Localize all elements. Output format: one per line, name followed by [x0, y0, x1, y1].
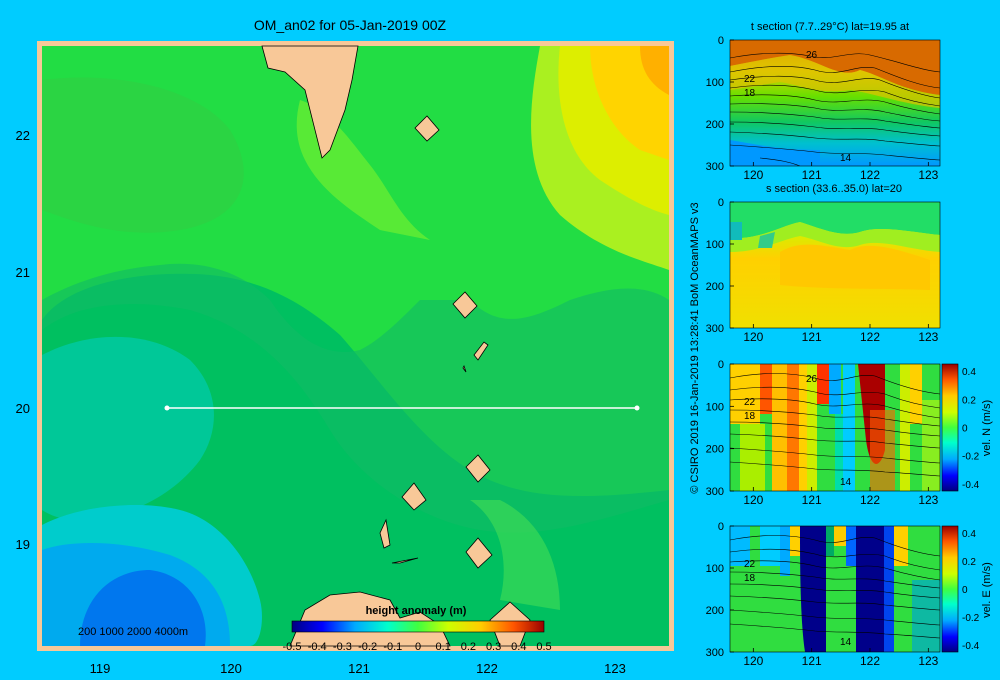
colorbar-tick-label: 0.5: [536, 641, 551, 653]
lon-tick-label: 123: [918, 493, 938, 507]
velocity-tick-label: 0.4: [962, 367, 976, 378]
lon-tick-label: 123: [918, 330, 938, 344]
lon-tick-label: 122: [860, 493, 880, 507]
vel-n-panel: 26 22 18 14: [729, 363, 941, 492]
lon-tick-label: 120: [743, 330, 763, 344]
contour-label: 22: [744, 74, 756, 85]
contour-label: 26: [806, 374, 818, 385]
depth-legend: 200 1000 2000 4000m: [78, 626, 188, 638]
depth-tick-label: 100: [706, 563, 724, 575]
lon-tick-label: 121: [802, 654, 822, 668]
contour-label: 14: [840, 637, 852, 648]
colorbar-tick-label: -0.2: [358, 641, 377, 653]
map-ytick: 19: [16, 537, 30, 552]
depth-tick-label: 300: [706, 161, 724, 173]
s-section-panel: s section (33.6..35.0) lat=20: [729, 183, 941, 329]
contour-label: 18: [744, 573, 756, 584]
colorbar-tick-label: 0.2: [461, 641, 476, 653]
map-field: [42, 46, 669, 646]
colorbar-tick-label: 0.4: [511, 641, 526, 653]
colorbar-tick-label: 0.1: [436, 641, 451, 653]
panel-title: s section (33.6..35.0) lat=20: [766, 183, 902, 195]
depth-tick-label: 0: [718, 521, 724, 533]
colorbar-tick-label: -0.3: [333, 641, 352, 653]
colorbar-ticks: -0.5 -0.4 -0.3 -0.2 -0.1 0 0.1 0.2 0.3 0.4 0.5: [283, 641, 552, 653]
velocity-colorbar-ticks: 0.4 0.2 0 -0.2 -0.4 0.4 0.2 0 -0.2 -0.4: [962, 367, 980, 652]
colorbar: [291, 620, 545, 633]
map-axes: 22 21 20 19 119 120 121 122 123: [16, 128, 626, 676]
depth-tick-label: 100: [706, 239, 724, 251]
depth-tick-label: 200: [706, 281, 724, 293]
velocity-tick-label: -0.2: [962, 613, 980, 624]
lon-tick-label: 120: [743, 654, 763, 668]
contour-label: 18: [744, 411, 756, 422]
contours: [730, 535, 940, 639]
velocity-tick-label: 0.2: [962, 395, 976, 406]
map-xtick: 121: [348, 661, 370, 676]
vel-n-colorbar: [941, 363, 959, 492]
contour-label: 22: [744, 397, 756, 408]
map-ytick: 22: [16, 128, 30, 143]
map-xtick: 123: [604, 661, 626, 676]
velocity-tick-label: -0.4: [962, 480, 980, 491]
colorbar-tick-label: 0: [415, 641, 421, 653]
map-ytick: 20: [16, 401, 30, 416]
colorbar-tick-label: -0.5: [283, 641, 302, 653]
contour-label: 22: [744, 559, 756, 570]
lon-tick-label: 121: [802, 330, 822, 344]
lon-tick-label: 122: [860, 330, 880, 344]
contour-label: 18: [744, 88, 756, 99]
lon-tick-label: 120: [743, 168, 763, 182]
map-xtick: 119: [90, 661, 111, 676]
depth-tick-label: 100: [706, 401, 724, 413]
velocity-tick-label: 0: [962, 585, 968, 596]
contours: [730, 52, 940, 166]
depth-tick-label: 300: [706, 323, 724, 335]
depth-tick-label: 100: [706, 77, 724, 89]
depth-tick-label: 0: [718, 197, 724, 209]
depth-tick-label: 200: [706, 444, 724, 456]
contours: [730, 373, 940, 477]
depth-tick-label: 200: [706, 119, 724, 131]
colorbar-tick-label: 0.3: [486, 641, 501, 653]
lon-tick-label: 122: [860, 654, 880, 668]
contour-label: 14: [840, 153, 852, 164]
colorbar-tick-label: -0.1: [383, 641, 402, 653]
main-title: OM_an02 for 05-Jan-2019 00Z: [254, 17, 447, 33]
panel-title: t section (7.7..29°C) lat=19.95 at: [751, 21, 909, 33]
velocity-tick-label: 0: [962, 424, 968, 435]
colorbar-title: height anomaly (m): [366, 605, 467, 617]
credit-text: © CSIRO 2019 16-Jan-2019 13:28:41 BoM Oc…: [689, 202, 701, 493]
velocity-tick-label: 0.4: [962, 529, 976, 540]
velocity-tick-label: 0.2: [962, 557, 976, 568]
map-xtick: 122: [476, 661, 498, 676]
colorbar-tick-label: -0.4: [308, 641, 327, 653]
velocity-tick-label: -0.2: [962, 452, 980, 463]
lon-tick-label: 120: [743, 493, 763, 507]
contour-label: 26: [806, 50, 818, 61]
vel-e-colorbar: [941, 525, 959, 653]
depth-tick-label: 0: [718, 35, 724, 47]
panel-axes: 0 100 200 300 120 121 122 123 0 100 200 300 120 121 12…: [706, 35, 939, 668]
depth-tick-label: 300: [706, 486, 724, 498]
depth-tick-label: 200: [706, 605, 724, 617]
vel-e-label: vel. E (m/s): [981, 562, 993, 618]
lon-tick-label: 121: [802, 168, 822, 182]
t-section-panel: t section (7.7..29°C) lat=19.95 at 26 22: [729, 21, 941, 167]
section-line: [164, 405, 640, 411]
vel-e-panel: 22 18 14: [729, 525, 941, 653]
vel-n-label: vel. N (m/s): [981, 400, 993, 456]
velocity-tick-label: -0.4: [962, 641, 980, 652]
lon-tick-label: 123: [918, 168, 938, 182]
depth-tick-label: 300: [706, 647, 724, 659]
map-xtick: 120: [220, 661, 242, 676]
lon-tick-label: 122: [860, 168, 880, 182]
depth-tick-label: 0: [718, 359, 724, 371]
lon-tick-label: 121: [802, 493, 822, 507]
map-ytick: 21: [16, 265, 30, 280]
contour-label: 14: [840, 477, 852, 488]
lon-tick-label: 123: [918, 654, 938, 668]
